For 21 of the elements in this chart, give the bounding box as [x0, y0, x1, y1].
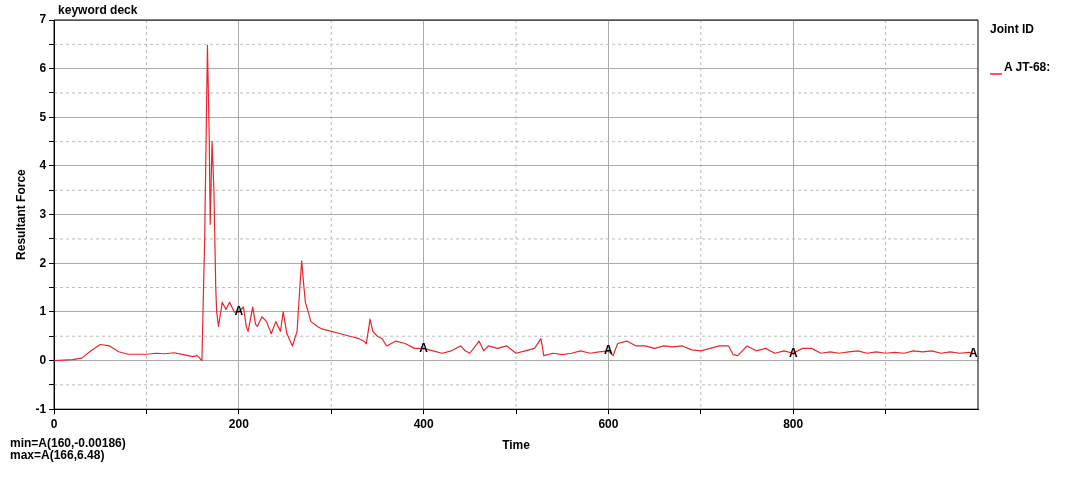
y-tick-label: 7	[39, 12, 47, 27]
chart-title: keyword deck	[58, 3, 138, 18]
y-tick-label: 1	[39, 304, 47, 319]
y-tick-label: 6	[39, 60, 47, 75]
x-tick-label: 0	[50, 416, 58, 431]
legend-title: Joint ID	[990, 22, 1035, 37]
annotation: A	[969, 345, 979, 360]
y-axis-title: Resultant Force	[13, 168, 28, 260]
x-axis-title: Time	[502, 438, 531, 453]
x-tick-label: 600	[598, 416, 619, 431]
y-tick-label: 3	[39, 206, 47, 221]
y-tick-label: -1	[35, 401, 47, 416]
x-tick-label: 400	[413, 416, 434, 431]
x-tick-label: 200	[228, 416, 250, 431]
y-tick-label: 2	[39, 255, 47, 270]
y-tick-label: 5	[39, 109, 47, 124]
text: min=A(160,-0.00186)	[10, 435, 126, 450]
legend-label: A JT-68:	[1004, 60, 1051, 75]
y-tick-label: 4	[39, 158, 47, 173]
y-tick-label: 0	[39, 352, 47, 367]
x-tick-label: 800	[783, 416, 804, 431]
